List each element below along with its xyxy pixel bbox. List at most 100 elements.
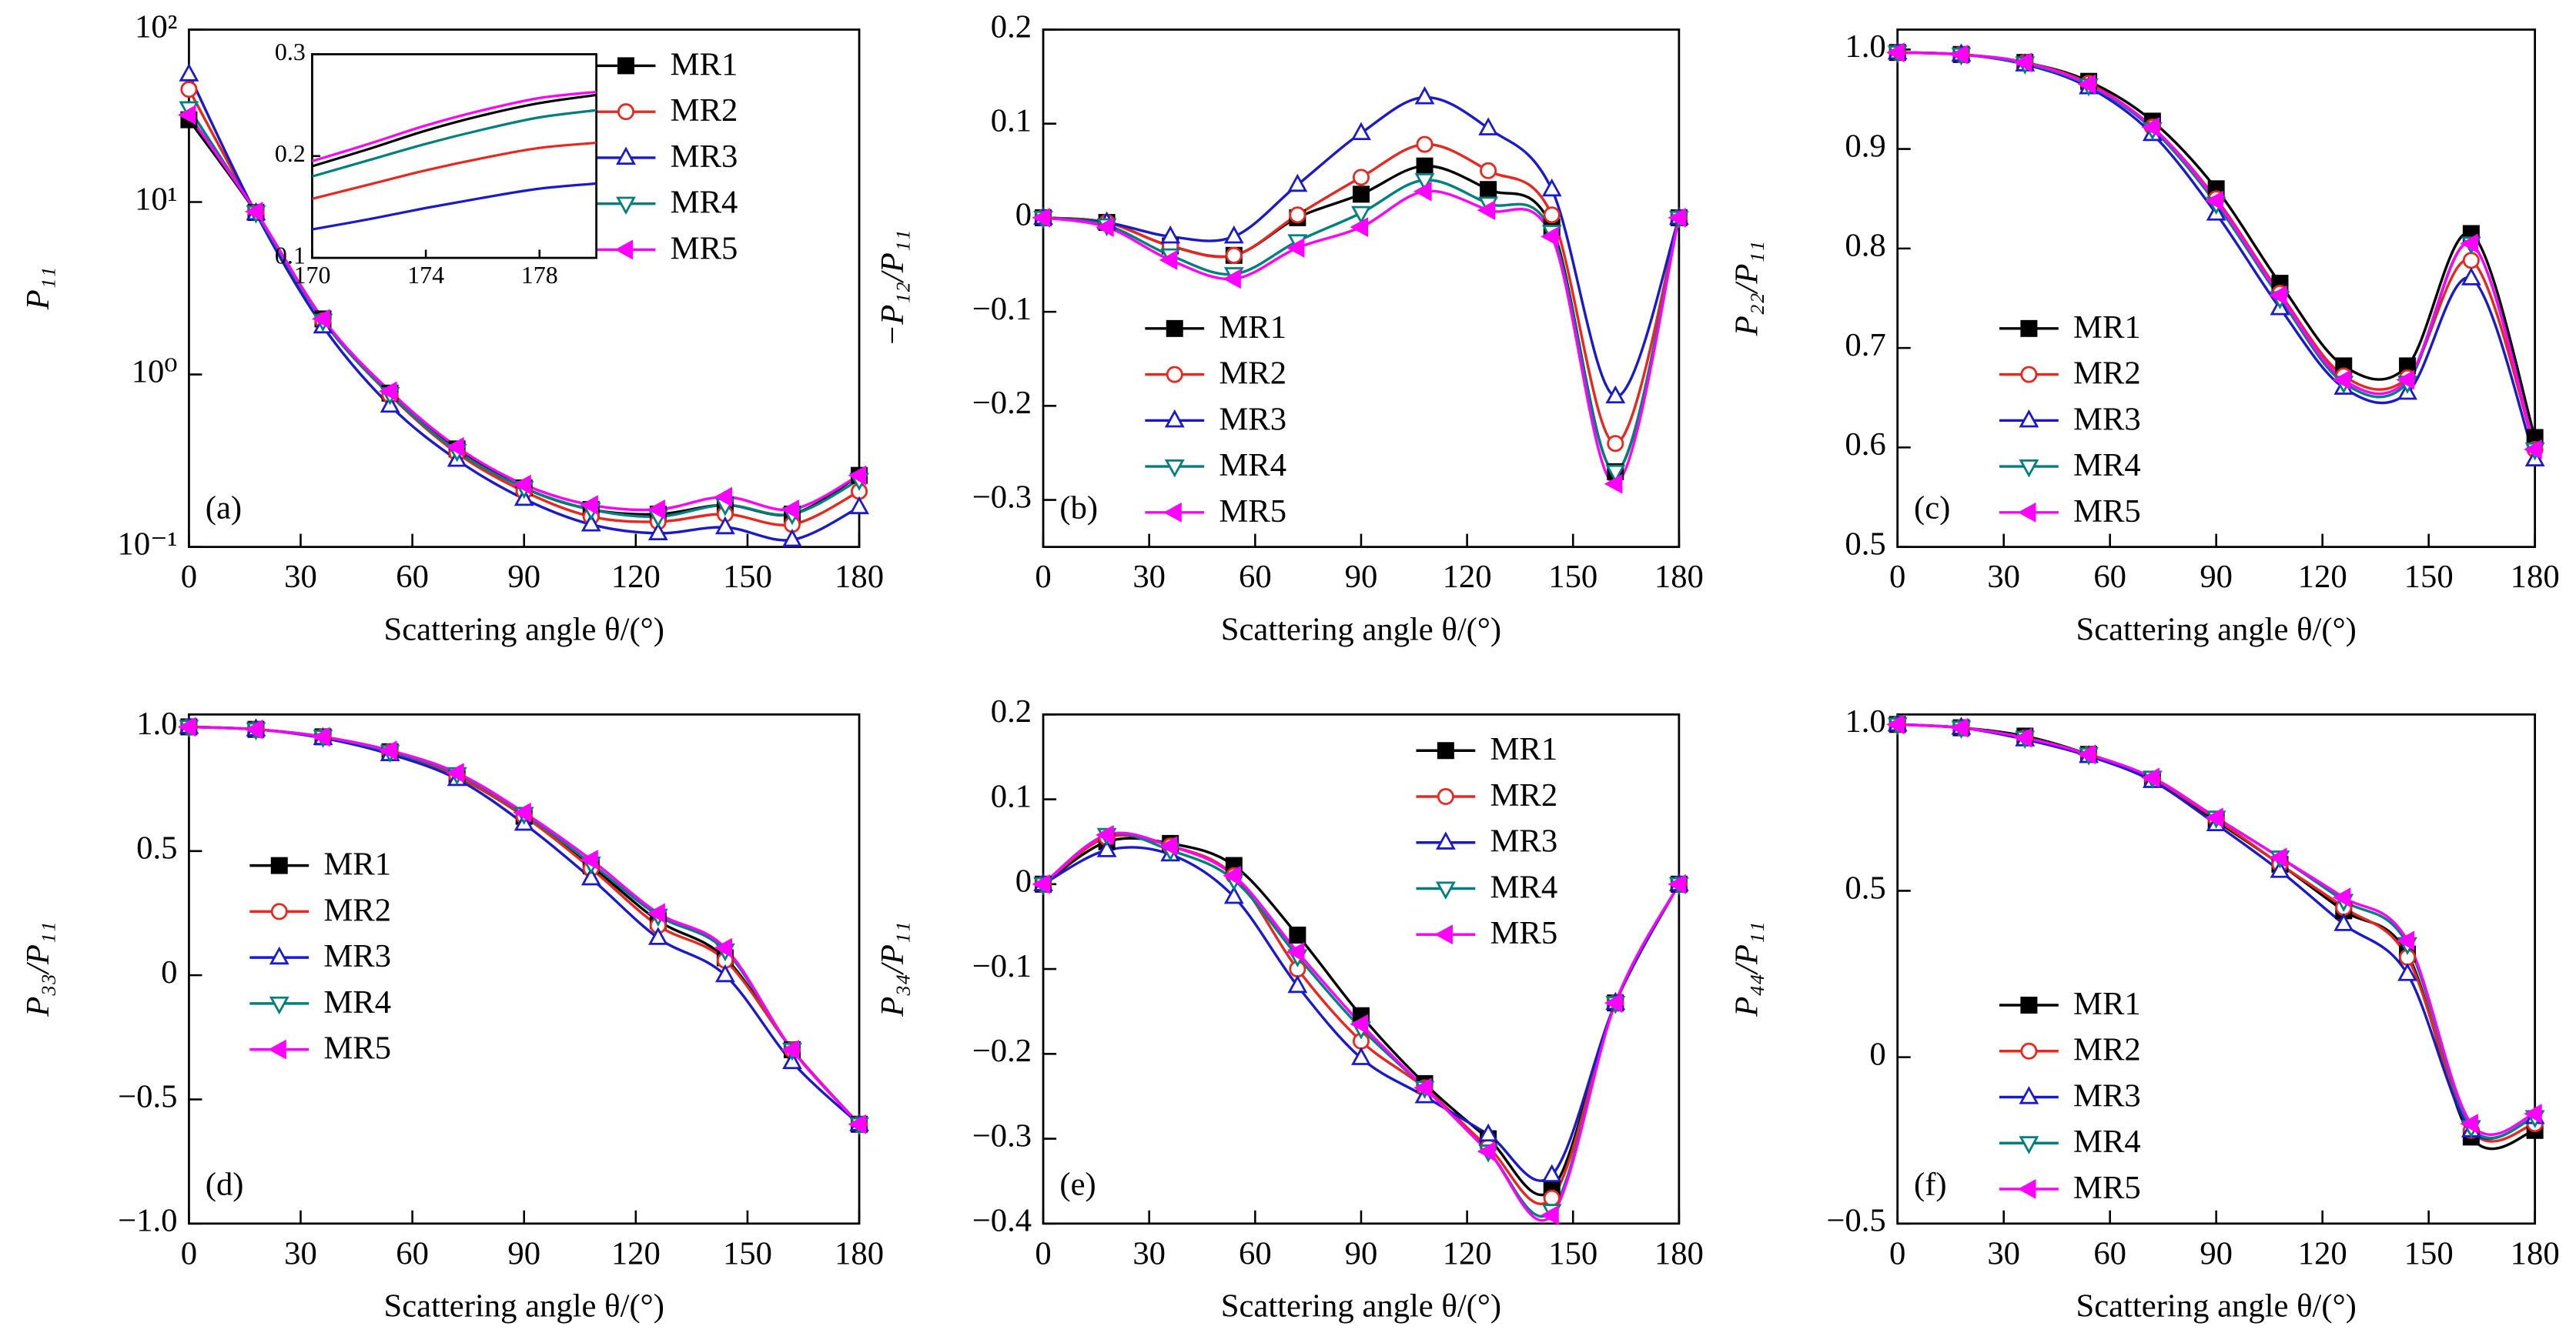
marker <box>1159 249 1178 270</box>
marker <box>2460 1114 2478 1134</box>
legend-marker <box>2018 1179 2036 1199</box>
x-tick-label: 60 <box>1239 559 1272 595</box>
y-tick-label: 0.9 <box>1845 128 1885 164</box>
y-tick-label: 1.0 <box>136 706 177 742</box>
y-tick-label: −1.0 <box>118 1203 177 1239</box>
marker <box>1352 169 1370 186</box>
legend-label: MR1 <box>671 46 738 82</box>
marker <box>2332 369 2351 390</box>
inset-bg <box>312 54 597 259</box>
marker <box>2396 369 2415 390</box>
legend-marker <box>1437 742 1454 760</box>
legend-label: MR3 <box>1490 824 1557 860</box>
x-tick-label: 180 <box>1654 1235 1704 1271</box>
marker <box>379 740 397 761</box>
marker <box>2270 860 2290 878</box>
marker <box>1351 1047 1371 1065</box>
legend-label: MR1 <box>2073 309 2141 346</box>
panel: 0 30 60 90 120 150 180 −0.3 −0.2 −0.1 0 0.1 0.2 (b) Sc… <box>875 8 1704 647</box>
y-tick-label: 1.0 <box>1845 28 1885 65</box>
marker <box>714 486 732 507</box>
x-axis-label: Scattering angle θ/(°) <box>1221 1288 1501 1325</box>
y-tick-label: −0.4 <box>972 1203 1032 1239</box>
y-tick-label: −0.3 <box>972 479 1032 515</box>
series-line <box>1897 51 2535 450</box>
legend-label: MR2 <box>1219 356 1286 392</box>
legend-marker <box>2018 502 2036 523</box>
legend-label: MR4 <box>671 185 738 221</box>
y-tick-label: 1.0 <box>1845 703 1885 740</box>
panel: 0 30 60 90 120 150 180 0.5 0.6 0.7 0.8 0.9 1.0 (c) Sca… <box>1728 28 2560 647</box>
x-tick-label: 170 <box>293 261 330 289</box>
marker <box>647 903 665 924</box>
x-tick-label: 120 <box>1443 559 1492 595</box>
series-line <box>1897 723 2535 1151</box>
marker <box>782 528 802 547</box>
legend-label: MR2 <box>323 892 391 928</box>
marker <box>580 867 601 886</box>
x-tick-label: 120 <box>611 559 661 595</box>
x-tick-label: 60 <box>396 1235 429 1271</box>
marker <box>446 763 464 783</box>
marker <box>1351 205 1371 225</box>
marker <box>1480 162 1497 179</box>
y-tick-label: 0 <box>1015 864 1032 900</box>
panel: 0 30 60 90 120 150 180 −0.4 −0.3 −0.2 −0.1 0 0.1 0.2 (… <box>875 693 1704 1324</box>
plot-frame <box>311 53 598 259</box>
x-tick-label: 150 <box>723 1235 772 1271</box>
legend-marker <box>1437 788 1454 805</box>
marker <box>1480 181 1497 199</box>
series-line <box>189 725 860 1125</box>
y-tick-label: 0.2 <box>991 8 1032 45</box>
y-tick-label: 0 <box>1015 197 1032 233</box>
legend-marker <box>2020 319 2038 337</box>
series-line <box>189 725 860 1125</box>
marker <box>2460 233 2478 254</box>
y-axis-label: P₄₄/P₁₁ <box>1728 921 1765 1017</box>
marker <box>1352 185 1370 203</box>
x-tick-label: 90 <box>1345 559 1378 595</box>
y-tick-label: 0.1 <box>275 241 306 269</box>
legend-label: MR3 <box>323 938 391 974</box>
x-tick-label: 90 <box>507 559 540 595</box>
legend-marker <box>617 57 635 75</box>
legend-marker <box>1166 366 1183 383</box>
panel: 0 30 60 90 120 150 180−0.500.51.0(f)Scattering… <box>1728 703 2559 1325</box>
panel-label: (d) <box>206 1167 244 1203</box>
panel-label: (e) <box>1059 1167 1096 1203</box>
x-tick-label: 120 <box>1443 1235 1492 1271</box>
marker <box>2077 74 2096 95</box>
marker <box>1225 246 1243 264</box>
series-line <box>1897 51 2535 438</box>
plot-frame <box>188 713 861 1225</box>
legend-label: MR5 <box>2073 493 2141 530</box>
marker <box>2013 727 2032 748</box>
marker <box>2461 267 2481 286</box>
marker <box>1605 385 1626 404</box>
y-axis-label: P₂₂/P₁₁ <box>1728 241 1765 336</box>
marker <box>1287 974 1308 994</box>
marker <box>312 309 330 329</box>
y-tick-label: 0.1 <box>991 778 1032 814</box>
marker <box>1289 926 1306 944</box>
marker <box>1159 836 1178 857</box>
panel: 0 30 60 90 120 150 180 10⁻¹ 10⁰ 10¹ 10² (a) Scatteri… <box>20 8 884 647</box>
y-tick-label: 0.2 <box>275 139 306 167</box>
marker <box>1416 157 1434 175</box>
series-line <box>189 725 860 1125</box>
x-tick-label: 178 <box>521 261 558 289</box>
y-tick-label: −0.2 <box>972 385 1032 421</box>
series-line <box>1897 723 2535 1143</box>
inset-line <box>312 90 597 162</box>
legend-label: MR1 <box>1490 731 1557 767</box>
legend-marker <box>2020 1042 2038 1060</box>
legend-label: MR5 <box>2073 1170 2141 1206</box>
legend-label: MR1 <box>323 847 391 883</box>
x-tick-label: 60 <box>396 559 429 595</box>
marker <box>2269 285 2287 306</box>
marker <box>1416 135 1434 153</box>
x-tick-label: 120 <box>2298 559 2347 595</box>
marker <box>245 202 263 222</box>
marker <box>245 719 263 740</box>
legend-label: MR2 <box>671 92 738 129</box>
